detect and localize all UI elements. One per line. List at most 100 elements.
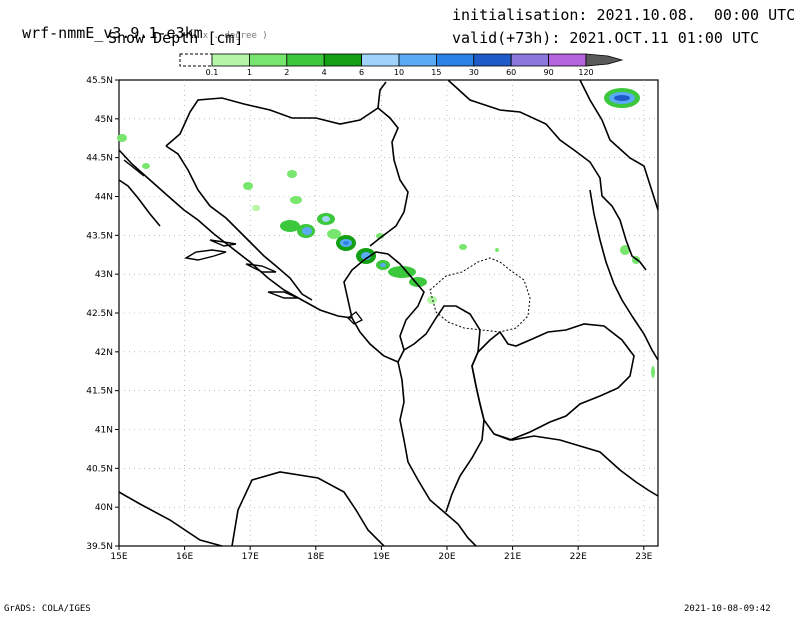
lat-label: 41.5N	[86, 387, 113, 397]
border-kosovo	[429, 257, 531, 333]
colorbar-label: 1	[247, 68, 252, 77]
colorbar-swatch	[398, 53, 437, 67]
lon-label: 20E	[438, 552, 455, 562]
snow-patch	[322, 216, 330, 222]
snow-patch	[495, 248, 499, 252]
colorbar-swatch	[248, 53, 288, 67]
lat-label: 39.5N	[86, 542, 113, 552]
border-montenegro	[343, 251, 425, 363]
snow-patches	[117, 88, 655, 378]
border-serbia-bulgaria	[589, 189, 633, 317]
snow-patch	[651, 366, 655, 378]
lon-label: 22E	[570, 552, 587, 562]
colorbar-label: 4	[322, 68, 327, 77]
border-greece	[493, 433, 659, 497]
border-bulgaria-west	[625, 239, 647, 271]
lon-label: 23E	[635, 552, 652, 562]
lat-label: 43N	[95, 270, 113, 280]
colorbar-swatch	[323, 53, 363, 67]
colorbar-arrow	[585, 53, 624, 67]
lat-label: 42N	[95, 348, 113, 358]
units-note: x . degree )	[202, 31, 268, 41]
colorbar-label: 15	[431, 68, 441, 77]
snow-patch	[388, 266, 416, 278]
snow-patch	[280, 220, 300, 232]
island-mljet	[267, 291, 299, 299]
colorbar-swatch	[435, 53, 475, 67]
footer-right: 2021-10-08-09:42	[684, 604, 771, 614]
snow-patch	[302, 227, 312, 235]
coastline-gulf	[231, 471, 385, 547]
border-bulgaria-greece	[631, 315, 659, 361]
island-krk	[123, 159, 145, 177]
border-serbia-romania	[447, 79, 627, 241]
snow-patch	[327, 229, 341, 239]
lat-label: 42.5N	[86, 309, 113, 319]
lat-label: 40.5N	[86, 464, 113, 474]
lon-label: 21E	[504, 552, 521, 562]
snow-patch	[427, 296, 437, 304]
border-croatia-bosnia-south	[165, 145, 313, 301]
lat-label: 44N	[95, 193, 113, 203]
colorbar-label: 6	[359, 68, 364, 77]
border-bosnia-serbia	[369, 107, 409, 247]
colorbar-label: 90	[544, 68, 554, 77]
coastline-istria	[118, 179, 161, 227]
lat-label: 43.5N	[86, 231, 113, 241]
colorbar-swatch	[286, 53, 325, 67]
valid-time: valid(+73h): 2021.OCT.11 01:00 UTC	[452, 29, 760, 47]
colorbar-swatch	[548, 53, 587, 67]
border-croatia-bosnia-north	[165, 97, 379, 147]
colorbar-label: 10	[394, 68, 404, 77]
border-romania-bulgaria	[579, 79, 659, 211]
colorbar-below-min	[179, 53, 213, 67]
grid-lines	[118, 79, 659, 547]
snow-patch	[117, 134, 127, 142]
lat-label: 44.5N	[86, 154, 113, 164]
colorbar-label: 0.1	[206, 68, 219, 77]
lat-label: 40N	[95, 503, 113, 513]
snow-patch	[142, 163, 150, 169]
lat-label: 41N	[95, 426, 113, 436]
lon-label: 15E	[110, 552, 127, 562]
coast-kotor	[347, 311, 363, 325]
island-brac	[184, 249, 227, 261]
axis-labels: 45.5N 45N 44.5N 44N 43.5N 43N 42.5N 42N 41.5N 41N…	[86, 76, 652, 562]
snow-patch	[614, 95, 630, 101]
lon-label: 16E	[176, 552, 193, 562]
colorbar-label: 2	[284, 68, 289, 77]
colorbar-swatch	[510, 53, 550, 67]
model-title: wrf-nmmE_v3.9.1-e3kmx . degree )	[22, 24, 268, 42]
border-albania-east	[403, 305, 485, 513]
snow-patch	[620, 245, 630, 255]
snow-patch	[243, 182, 253, 190]
snow-patch	[459, 244, 467, 250]
colorbar-label: 30	[469, 68, 479, 77]
colorbar-swatch	[361, 53, 400, 67]
colorbar-label: 120	[578, 68, 593, 77]
init-time: initialisation: 2021.10.08. 00:00 UTC	[452, 6, 796, 24]
colorbar-label: 60	[506, 68, 516, 77]
colorbar-swatch	[211, 53, 250, 67]
coastlines-borders	[118, 79, 659, 547]
island-hvar	[209, 239, 237, 247]
snow-patch	[361, 252, 371, 260]
lon-label: 17E	[242, 552, 259, 562]
lon-label: 18E	[307, 552, 324, 562]
snow-patch	[380, 263, 386, 267]
lon-label: 19E	[373, 552, 390, 562]
coastline-italy	[118, 491, 223, 547]
snow-patch	[287, 170, 297, 178]
snow-patch	[252, 205, 260, 211]
colorbar: 0.1 1 2 4 6 10 15 30 60 90 120	[179, 53, 624, 77]
colorbar-swatch	[473, 53, 512, 67]
border-north-macedonia	[471, 323, 635, 441]
snow-patch	[343, 241, 349, 245]
field-title: Snow Depth [cm]	[108, 29, 244, 47]
lat-label: 45N	[95, 115, 113, 125]
coastline-adriatic	[118, 149, 477, 547]
border-hungary	[377, 81, 387, 109]
lat-label: 45.5N	[86, 76, 113, 86]
footer-left: GrADS: COLA/IGES	[4, 604, 91, 614]
